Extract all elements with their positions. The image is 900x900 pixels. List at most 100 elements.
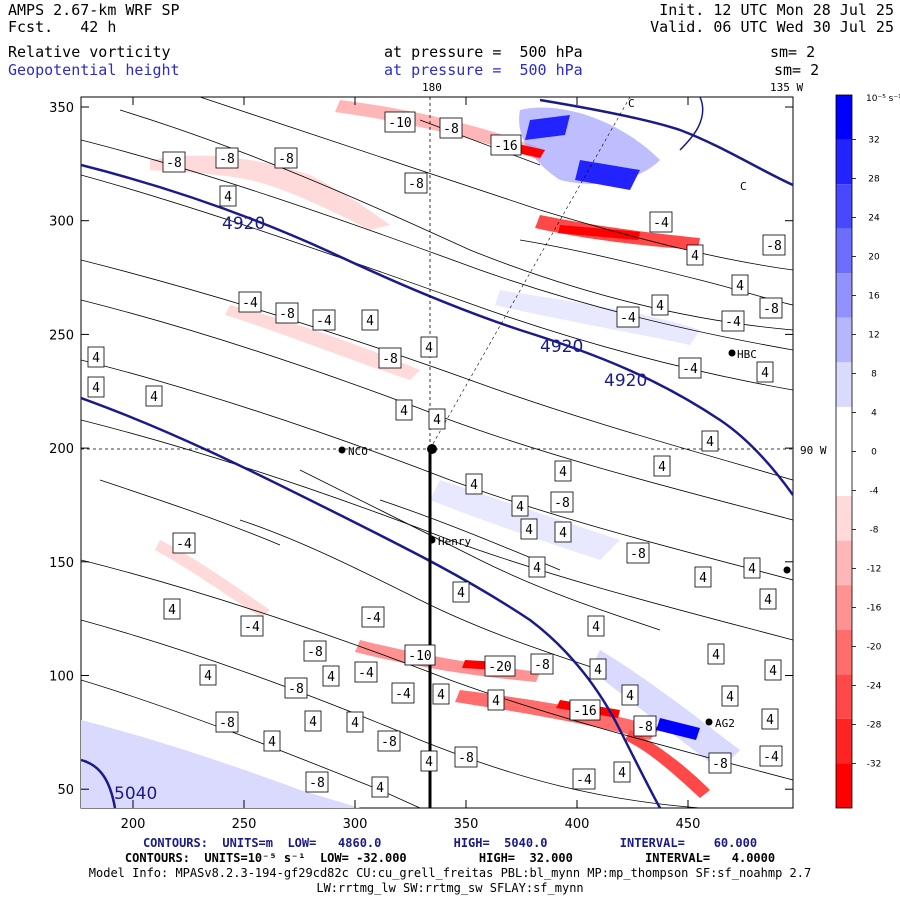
label-box — [304, 710, 322, 732]
colorbar-label: 0 — [871, 448, 877, 458]
height-label: 5040 — [114, 784, 157, 804]
colorbar: 32 28 24 20 16 12 8 4 0 -4 -8 -12 -16 -20 -24 -28 -32 — [835, 94, 882, 809]
label-box — [420, 750, 438, 772]
vorticity-contour-label: -4 — [572, 768, 596, 790]
vorticity-contour-label: -8 — [404, 172, 428, 194]
colorbar-segment — [836, 540, 852, 586]
colorbar-label: -4 — [870, 486, 879, 496]
vort-positive-area — [81, 720, 360, 808]
label-text: 4 — [400, 404, 408, 419]
vorticity-contour-label: 4 — [346, 711, 364, 733]
vorticity-contour-label: -4 — [721, 310, 745, 332]
lon-label-90w: 90 W — [800, 444, 827, 457]
label-text: -4 — [653, 216, 669, 231]
vorticity-contour-label: 4 — [520, 518, 538, 540]
label-text: 4 — [618, 766, 626, 781]
label-box — [759, 745, 783, 767]
label-box — [653, 455, 671, 477]
label-box — [678, 357, 702, 379]
vorticity-contour-label: -8 — [626, 542, 650, 564]
label-text: -8 — [712, 757, 728, 772]
vorticity-contour-label: 4 — [420, 336, 438, 358]
colorbar-segment — [836, 184, 852, 229]
label-box — [432, 683, 450, 705]
label-box — [378, 347, 402, 369]
colorbar-label: -8 — [870, 525, 879, 535]
colorbar-label: 24 — [868, 214, 880, 224]
label-box — [761, 708, 779, 730]
colorbar-segment — [836, 139, 852, 185]
vorticity-contour-label: -8 — [454, 746, 478, 768]
label-text: -8 — [309, 776, 325, 791]
label-text: 4 — [691, 249, 699, 264]
vorticity-contour-label: 4 — [554, 521, 572, 543]
vorticity-contour-label: -8 — [378, 347, 402, 369]
label-text: 4 — [92, 381, 100, 396]
vorticity-contour-label: 4 — [199, 664, 217, 686]
vort-cluster-core — [575, 160, 640, 190]
vorticity-contour-label: -4 — [240, 615, 264, 637]
label-box — [199, 664, 217, 686]
label-box — [162, 151, 186, 173]
vorticity-labels: -10 -8 -16 -8 -8 -8 -8 4 -4 -8 4 -4 -8 -4 4 -4 4 4 -4 -8 4 -8… — [87, 111, 786, 798]
label-text: 4 — [204, 669, 212, 684]
label-text: 4 — [706, 435, 714, 450]
y-tick-label: 50 — [57, 783, 74, 798]
colorbar-segment — [836, 95, 852, 140]
label-text: -8 — [278, 152, 294, 167]
label-box — [238, 291, 262, 313]
colorbar-segment — [836, 362, 852, 407]
vorticity-contour-label: 4 — [686, 244, 704, 266]
label-text: -8 — [382, 352, 398, 367]
colorbar-label: 8 — [871, 370, 877, 380]
vorticity-contour-label: -16 — [490, 134, 522, 156]
label-box — [395, 399, 413, 421]
label-text: -8 — [219, 716, 235, 731]
vorticity-contour-label: 4 — [759, 588, 777, 610]
label-box — [439, 117, 463, 139]
label-box — [707, 643, 725, 665]
label-box — [759, 588, 777, 610]
label-box — [465, 473, 483, 495]
label-text: 4 — [764, 593, 772, 608]
vorticity-contour-label: 4 — [613, 761, 631, 783]
label-text: -8 — [381, 735, 397, 750]
label-text: 4 — [533, 561, 541, 576]
label-box — [371, 776, 389, 798]
station-hbc-label: HBC — [737, 348, 757, 361]
vorticity-contour-label: 4 — [304, 710, 322, 732]
vorticity-contour-label: -8 — [275, 302, 299, 324]
vorticity-contour-label: 4 — [694, 566, 712, 588]
label-text: -4 — [244, 620, 260, 635]
vorticity-contour-label: 4 — [651, 294, 669, 316]
label-text: 4 — [769, 664, 777, 679]
vorticity-contour-label: 4 — [707, 643, 725, 665]
height-label: 4920 — [540, 337, 583, 357]
label-box — [701, 430, 719, 452]
vorticity-contour-label: 4 — [761, 708, 779, 730]
y-axis: 350 300 250 200 150 100 50 — [49, 101, 793, 798]
vorticity-contour-label: -4 — [678, 357, 702, 379]
label-box — [756, 361, 774, 383]
vorticity-contour-label: 4 — [87, 376, 105, 398]
vorticity-contour-label: -8 — [708, 752, 732, 774]
vorticity-contour-label: -8 — [215, 711, 239, 733]
vorticity-contour-label: -8 — [633, 715, 657, 737]
lon-label-180: 180 — [422, 81, 442, 94]
vorticity-contour-label: -4 — [649, 211, 673, 233]
colorbar-segment — [836, 228, 852, 274]
label-box — [454, 746, 478, 768]
vorticity-contour-label: 4 — [554, 460, 572, 482]
label-box — [163, 598, 181, 620]
label-box — [651, 294, 669, 316]
colorbar-label: 20 — [868, 253, 880, 263]
vorticity-contour-label: 4 — [452, 581, 470, 603]
height-label: 4920 — [604, 371, 647, 391]
label-text: -8 — [408, 177, 424, 192]
label-text: 4 — [366, 314, 374, 329]
vort-negative-band — [150, 155, 390, 230]
label-text: -4 — [725, 315, 741, 330]
vorticity-contour-label: -4 — [616, 306, 640, 328]
label-text: 4 — [327, 670, 335, 685]
